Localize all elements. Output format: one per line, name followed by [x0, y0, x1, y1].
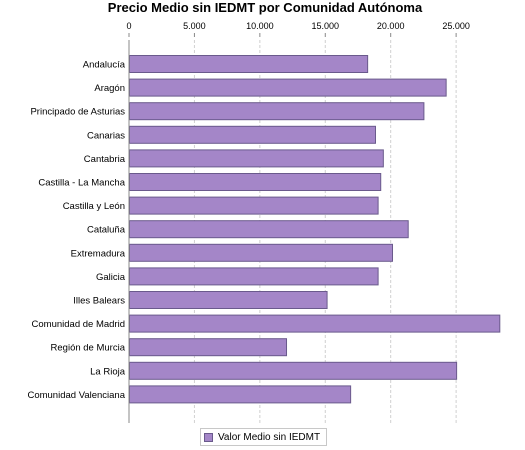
category-label: Aragón	[94, 83, 125, 94]
x-tick-label: 25.000	[442, 21, 470, 31]
chart-title: Precio Medio sin IEDMT por Comunidad Aut…	[108, 0, 423, 15]
x-tick-label: 10.000	[246, 21, 274, 31]
bar	[129, 196, 379, 215]
category-label: Castilla - La Mancha	[38, 178, 125, 189]
bar	[129, 220, 409, 239]
category-label: Cataluña	[87, 225, 126, 236]
category-label: Cantabria	[84, 154, 126, 165]
bar	[129, 338, 288, 357]
legend-swatch	[204, 432, 213, 442]
x-tick-label: 5.000	[183, 21, 206, 31]
bar	[129, 149, 384, 168]
bar	[129, 78, 447, 97]
bars	[129, 55, 501, 404]
category-label: Extremadura	[71, 248, 126, 259]
bar	[129, 314, 501, 333]
legend: Valor Medio sin IEDMT	[200, 428, 328, 446]
category-label: Principado de Asturias	[30, 107, 125, 118]
category-label: La Rioja	[90, 366, 126, 377]
x-tick-label: 15.000	[312, 21, 340, 31]
category-label: Comunidad Valenciana	[27, 390, 125, 401]
x-tick-label: 0	[126, 21, 131, 31]
bar	[129, 385, 352, 404]
category-label: Castilla y León	[63, 201, 125, 212]
bar	[129, 102, 425, 121]
category-label: Comunidad de Madrid	[32, 319, 125, 330]
x-axis-ticks: 0 5.000 10.000 15.000 20.000 25.000	[126, 21, 470, 37]
category-label: Illes Balears	[73, 296, 125, 307]
bar	[129, 361, 458, 380]
bar	[129, 55, 369, 73]
bar	[129, 173, 382, 191]
bar	[129, 125, 376, 144]
bar	[129, 267, 379, 286]
category-label: Canarias	[87, 130, 125, 141]
x-tick-label: 20.000	[377, 21, 405, 31]
category-label: Andalucía	[83, 60, 126, 71]
category-label: Región de Murcia	[51, 343, 126, 354]
category-labels: Andalucía Aragón Principado de Asturias Can…	[27, 60, 125, 401]
bar	[129, 291, 328, 309]
category-label: Galicia	[96, 272, 126, 283]
legend-label: Valor Medio sin IEDMT	[218, 431, 321, 443]
bar	[129, 243, 394, 262]
